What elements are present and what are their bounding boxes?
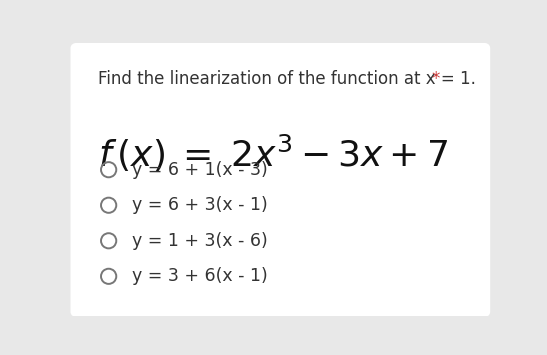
Text: *: * xyxy=(431,70,440,88)
Text: y = 6 + 1(x - 3): y = 6 + 1(x - 3) xyxy=(132,161,267,179)
Text: Find the linearization of the function at x = 1.: Find the linearization of the function a… xyxy=(98,70,481,88)
FancyBboxPatch shape xyxy=(71,43,490,317)
Text: $\mathit{f}\,(x)\;=\;2x^{3}-3x+7$: $\mathit{f}\,(x)\;=\;2x^{3}-3x+7$ xyxy=(98,133,448,174)
Text: y = 1 + 3(x - 6): y = 1 + 3(x - 6) xyxy=(132,232,267,250)
Text: y = 3 + 6(x - 1): y = 3 + 6(x - 1) xyxy=(132,267,267,285)
Text: y = 6 + 3(x - 1): y = 6 + 3(x - 1) xyxy=(132,196,267,214)
